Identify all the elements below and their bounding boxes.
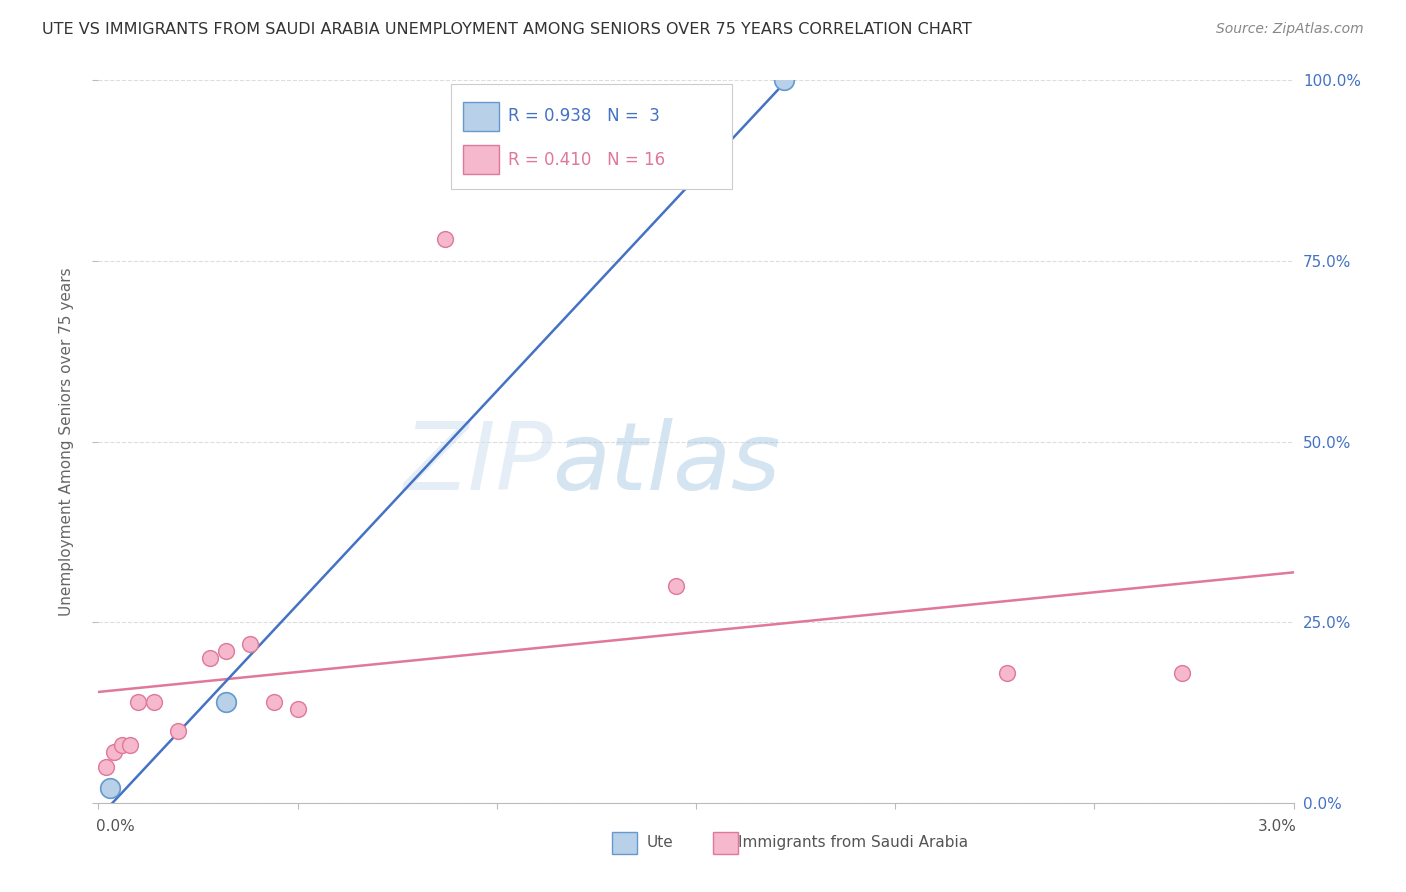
Text: Immigrants from Saudi Arabia: Immigrants from Saudi Arabia [738,836,969,850]
Text: R = 0.938   N =  3: R = 0.938 N = 3 [509,107,661,126]
Point [1171,665,1194,680]
Y-axis label: Unemployment Among Seniors over 75 years: Unemployment Among Seniors over 75 years [59,268,75,615]
Text: ZIP: ZIP [404,417,553,508]
Point [263,695,285,709]
Point [215,695,238,709]
Point [665,579,688,593]
Point [434,232,457,246]
Text: UTE VS IMMIGRANTS FROM SAUDI ARABIA UNEMPLOYMENT AMONG SENIORS OVER 75 YEARS COR: UTE VS IMMIGRANTS FROM SAUDI ARABIA UNEM… [42,22,972,37]
Bar [463,102,499,131]
Point [111,738,134,752]
Point [215,644,238,658]
Text: atlas: atlas [553,417,780,508]
Text: Ute: Ute [647,836,673,850]
Text: Source: ZipAtlas.com: Source: ZipAtlas.com [1216,22,1364,37]
Text: 0.0%: 0.0% [96,819,135,834]
Point [198,651,221,665]
Point [287,702,309,716]
Text: R = 0.410   N = 16: R = 0.410 N = 16 [509,151,665,169]
Point [98,781,122,796]
Point [143,695,166,709]
Point [995,665,1018,680]
Point [103,745,125,759]
Text: 3.0%: 3.0% [1257,819,1296,834]
Point [120,738,142,752]
Bar [463,145,499,174]
Point [239,637,262,651]
Point [772,73,794,87]
Point [96,760,118,774]
FancyBboxPatch shape [451,84,733,189]
Point [127,695,149,709]
Point [167,723,190,738]
